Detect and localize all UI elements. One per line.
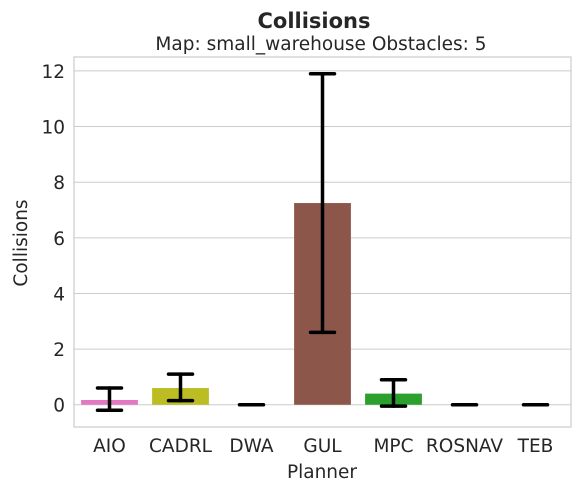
y-axis-label: Collisions: [11, 199, 32, 286]
x-tick-label-rosnav: ROSNAV: [426, 436, 503, 457]
y-tick-label-8: 8: [53, 173, 65, 194]
x-axis-label: Planner: [287, 462, 357, 483]
y-tick-label-12: 12: [41, 62, 65, 83]
error-bar-aio: [95, 386, 124, 413]
x-tick-label-mpc: MPC: [373, 436, 413, 457]
y-tick-label-10: 10: [41, 118, 65, 139]
chart-title: Collisions: [257, 9, 370, 33]
error-bars: [95, 71, 550, 413]
y-tick-label-0: 0: [53, 396, 65, 417]
plot-frame: [73, 56, 572, 428]
x-tick-label-gul: GUL: [303, 436, 342, 457]
chart-subtitle: Map: small_warehouse Obstacles: 5: [155, 34, 486, 55]
error-bar-gul: [308, 71, 337, 335]
y-tick-label-4: 4: [53, 284, 65, 305]
x-tick-label-aio: AIO: [93, 436, 126, 457]
x-tick-labels: AIO CADRL DWA GUL MPC ROSNAV TEB: [93, 436, 553, 457]
bars: [81, 203, 422, 405]
error-bar-mpc: [379, 377, 408, 408]
x-tick-label-teb: TEB: [517, 436, 554, 457]
y-tick-labels: 0 2 4 6 8 10 12: [41, 62, 65, 417]
y-tick-label-2: 2: [53, 340, 65, 361]
x-tick-label-dwa: DWA: [229, 436, 274, 457]
error-bar-cadrl: [166, 372, 195, 403]
y-tick-label-6: 6: [53, 229, 65, 250]
x-tick-label-cadrl: CADRL: [149, 436, 213, 457]
